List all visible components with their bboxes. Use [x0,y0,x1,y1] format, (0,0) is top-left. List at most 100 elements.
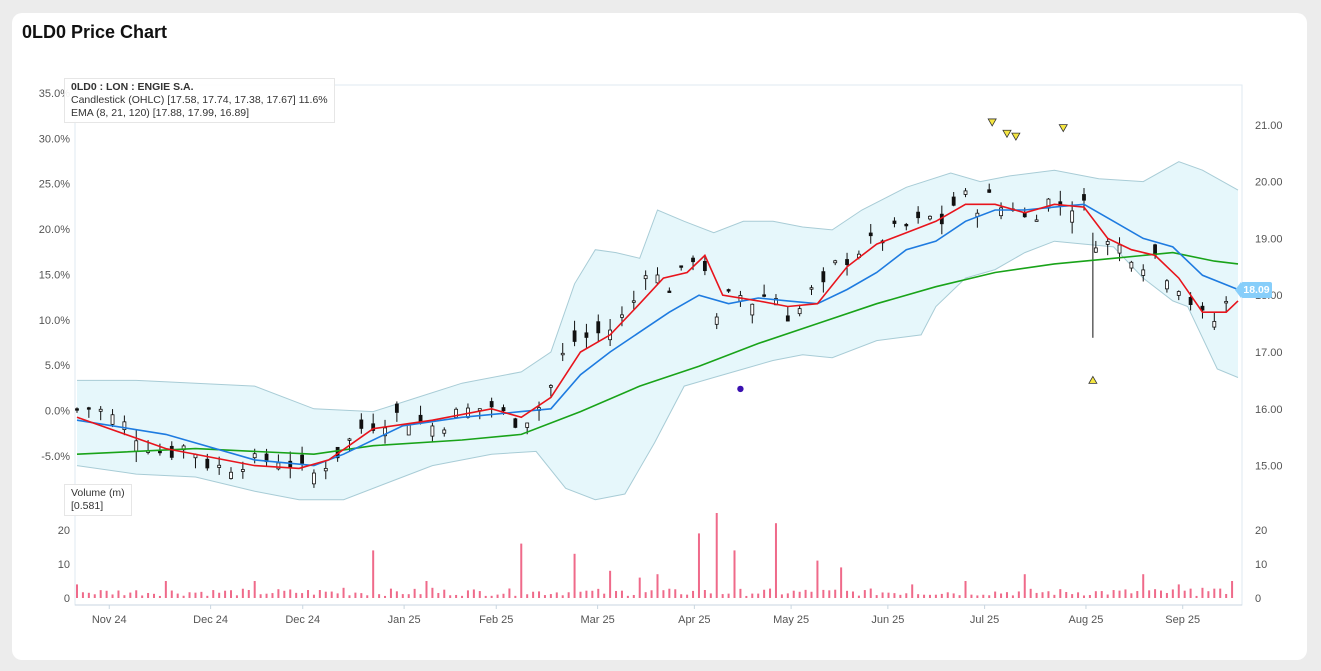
volume-bar [680,594,683,598]
volume-bar [887,592,890,598]
volume-bar [1077,592,1080,598]
volume-bar [490,595,493,598]
volume-tick-label-left: 10 [58,559,70,571]
candle-body [572,330,577,342]
volume-bar [857,595,860,598]
volume-bar [721,594,724,598]
candle-body [631,300,636,303]
volume-bar [508,588,511,598]
candle-body [892,220,897,224]
volume-bar [615,590,618,598]
candle-body [1105,241,1110,245]
x-tick-label: Jan 25 [388,614,421,626]
volume-bar [212,590,215,598]
volume-bar [265,593,268,598]
volume-bar [1106,594,1109,598]
volume-bar [99,590,102,598]
volume-bar [1000,593,1003,598]
volume-bar [526,594,529,598]
volume-bar [656,574,659,598]
signal-markers [737,118,1098,393]
volume-bar [804,589,807,598]
volume-bar [928,594,931,598]
volume-bar [354,592,357,598]
volume-bar [283,590,286,598]
bollinger-band [76,161,1239,501]
pct-tick-label: 25.0% [39,179,70,191]
volume-bar [348,595,351,598]
volume-bar [798,591,801,598]
x-tick-label: Apr 25 [678,614,710,626]
candle-body [691,257,695,263]
volume-bar [532,591,535,598]
candle-body [383,427,387,437]
candle-body [1141,269,1146,276]
volume-bar [1035,592,1038,598]
volume-bar [1017,591,1020,598]
x-tick-label: May 25 [773,614,809,626]
ema-mid-line [76,203,1239,467]
volume-bar [733,550,736,598]
ema-fast-line [76,203,1239,470]
volume-bar [697,533,700,598]
volume-bar [342,587,345,598]
candle-body [229,471,233,479]
candle-body [726,289,731,292]
volume-bar [520,543,523,598]
volume-bar [982,594,985,598]
candle-body [596,321,601,334]
candle-body [1093,247,1098,253]
volume-bar [899,594,902,598]
volume-bar [911,584,914,598]
volume-bar [822,589,825,598]
volume-bar [869,588,872,598]
pct-tick-label: 0.0% [45,405,70,417]
volume-bar [378,594,381,598]
volume-bar [692,590,695,598]
volume-tick-label-right: 10 [1255,559,1267,571]
volume-bar [253,581,256,598]
candle-body [169,445,174,458]
volume-bar [230,590,233,598]
candle-body [809,287,814,290]
volume-bar [455,594,458,598]
volume-bar [164,581,167,598]
legend-symbol: 0LD0 : LON : ENGIE S.A. [71,81,194,93]
pct-tick-label: 10.0% [39,315,70,327]
volume-bar [206,595,209,598]
volume-bar [1071,594,1074,598]
volume-bar [312,594,315,598]
candle-body [1212,321,1217,328]
volume-bar [301,593,304,598]
chart-title: 0LD0 Price Chart [22,22,168,42]
pct-tick-label: 5.0% [45,360,70,372]
volume-bar [472,589,475,598]
volume-bar [1059,589,1062,598]
volume-bar [1171,589,1174,598]
volume-bar [307,590,310,598]
price-tick-label: 16.00 [1255,404,1283,416]
volume-bar [686,594,689,598]
volume-tick-label-left: 0 [64,593,70,605]
volume-bar [158,595,161,598]
candle-body [1070,210,1075,223]
legend-candle: Candlestick (OHLC) [17.58, 17.74, 17.38,… [71,94,328,106]
volume-bar [668,588,671,598]
legend-ema: EMA (8, 21, 120) [17.88, 17.99, 16.89] [71,107,250,119]
volume-bar [366,595,369,598]
volume-bar [946,592,949,598]
candle-body [1188,296,1193,305]
volume-bar [1094,591,1097,598]
candle-body [205,458,210,469]
volume-bar [745,595,748,598]
candle-body [288,460,293,468]
volume-bar [1142,574,1145,598]
candle-body [122,421,127,431]
ema-lines [76,203,1239,470]
candle-body [430,425,435,437]
volume-bar [1136,591,1139,598]
volume-bar [988,595,991,598]
volume-bar [419,594,422,598]
candle-body [904,223,909,227]
